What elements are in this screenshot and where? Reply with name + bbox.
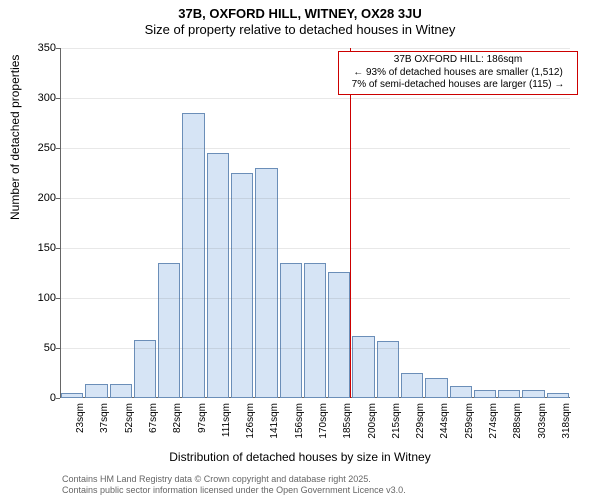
histogram-bar: [352, 336, 374, 398]
footer-line1: Contains HM Land Registry data © Crown c…: [62, 474, 406, 485]
footer-attribution: Contains HM Land Registry data © Crown c…: [62, 474, 406, 497]
x-tick-label: 82sqm: [172, 403, 183, 433]
histogram-bar: [450, 386, 472, 398]
x-tick-label: 185sqm: [342, 403, 353, 439]
footer-line2: Contains public sector information licen…: [62, 485, 406, 496]
y-tick-label: 300: [28, 92, 56, 104]
histogram-bar: [61, 393, 83, 398]
x-tick-label: 200sqm: [367, 403, 378, 439]
x-tick-label: 259sqm: [464, 403, 475, 439]
x-tick-label: 52sqm: [124, 403, 135, 433]
x-tick-label: 37sqm: [99, 403, 110, 433]
x-axis-label: Distribution of detached houses by size …: [0, 450, 600, 464]
chart-container: 37B, OXFORD HILL, WITNEY, OX28 3JU Size …: [0, 0, 600, 500]
y-tick-label: 350: [28, 42, 56, 54]
histogram-bar: [255, 168, 277, 398]
y-tick-label: 200: [28, 192, 56, 204]
histogram-bar: [522, 390, 544, 398]
x-tick-label: 229sqm: [415, 403, 426, 439]
chart-area: 050100150200250300350 23sqm37sqm52sqm67s…: [60, 48, 570, 398]
histogram-bar: [425, 378, 447, 398]
y-axis-label: Number of detached properties: [8, 55, 22, 220]
x-tick-label: 303sqm: [537, 403, 548, 439]
title-subtitle: Size of property relative to detached ho…: [0, 21, 600, 37]
histogram-bar: [474, 390, 496, 398]
histogram-bar: [182, 113, 204, 398]
histogram-bar: [304, 263, 326, 398]
histogram-bar: [401, 373, 423, 398]
histogram-bar: [280, 263, 302, 398]
histogram-bar: [547, 393, 569, 398]
x-tick-label: 67sqm: [148, 403, 159, 433]
marker-line: [350, 48, 351, 398]
histogram-bar: [110, 384, 132, 398]
annotation-line1: 37B OXFORD HILL: 186sqm: [343, 54, 573, 67]
y-tick-label: 250: [28, 142, 56, 154]
histogram-bar: [158, 263, 180, 398]
y-tick-label: 100: [28, 292, 56, 304]
x-tick-label: 274sqm: [488, 403, 499, 439]
x-tick-label: 97sqm: [197, 403, 208, 433]
x-tick-label: 215sqm: [391, 403, 402, 439]
histogram-bar: [498, 390, 520, 398]
x-tick-label: 318sqm: [561, 403, 572, 439]
x-tick-label: 288sqm: [512, 403, 523, 439]
x-tick-label: 126sqm: [245, 403, 256, 439]
x-tick-label: 111sqm: [221, 403, 232, 437]
y-tick-label: 0: [28, 392, 56, 404]
y-tick-label: 150: [28, 242, 56, 254]
histogram-bar: [377, 341, 399, 398]
x-tick-label: 156sqm: [294, 403, 305, 439]
annotation-box: 37B OXFORD HILL: 186sqm ← 93% of detache…: [338, 51, 578, 95]
x-tick-label: 141sqm: [269, 403, 280, 439]
y-tick-label: 50: [28, 342, 56, 354]
x-tick-label: 244sqm: [439, 403, 450, 439]
x-tick-label: 170sqm: [318, 403, 329, 439]
histogram-bar: [231, 173, 253, 398]
histogram-bar: [328, 272, 350, 398]
annotation-line3: 7% of semi-detached houses are larger (1…: [343, 79, 573, 92]
annotation-line2: ← 93% of detached houses are smaller (1,…: [343, 67, 573, 80]
title-address: 37B, OXFORD HILL, WITNEY, OX28 3JU: [0, 0, 600, 21]
x-tick-label: 23sqm: [75, 403, 86, 433]
histogram-bar: [85, 384, 107, 398]
histogram-bar: [207, 153, 229, 398]
